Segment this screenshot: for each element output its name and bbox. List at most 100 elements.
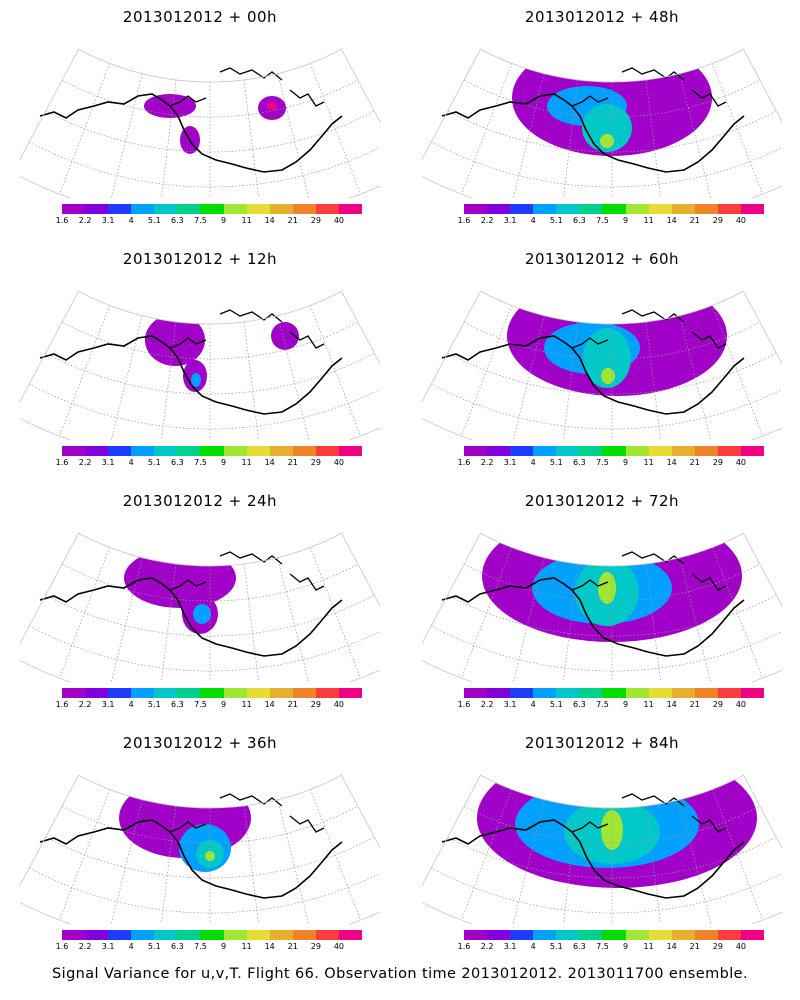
colorbar-labels: 1.6 2.2 3.1 4 5.1 6.3 7.5 9 11 14 21 29 40 [458,458,764,470]
colorbar-tick-label: 4 [530,458,536,467]
colorbar-swatch [740,204,765,214]
colorbar-swatch [602,446,626,456]
arctic-islands [169,67,325,107]
graticule [29,547,380,682]
graticule [431,789,782,924]
colorbar-swatch [62,446,86,456]
colorbar-swatch [533,930,557,940]
panel-title: 2013012012 + 12h [122,250,278,268]
colorbar-tick-label: 29 [712,458,723,467]
colorbar-swatch [510,930,534,940]
colorbar-swatch [177,204,201,214]
colorbar-swatch [740,688,765,698]
colorbar-swatch [108,204,132,214]
colorbar-swatch [579,446,603,456]
coastline [441,93,745,173]
colorbar-swatch [487,204,511,214]
colorbar-swatch [464,204,488,214]
panel-title: 2013012012 + 60h [524,250,680,268]
colorbar-tick-label: 11 [643,458,654,467]
colorbar-tick-label: 40 [333,942,345,951]
colorbar-swatch [338,930,363,940]
colorbar-swatch [85,930,109,940]
forecast-panel: 2013012012 + 84h 1.6 2.2 3.1 4 5.1 6.3 7.5 9 11 14… [402,732,800,976]
colorbar-swatch [510,204,534,214]
colorbar-tick-label: 5.1 [147,458,161,467]
forecast-map [422,774,782,924]
map-frame [422,290,782,440]
colorbar-tick-label: 21 [689,942,700,951]
colorbar-swatch [510,446,534,456]
colorbar-tick-label: 6.3 [573,216,586,225]
variance-contour [267,102,277,110]
colorbar-tick-label: 21 [287,216,298,225]
colorbar-tick-label: 9 [220,942,227,951]
colorbar-swatch [108,930,132,940]
colorbar-tick-label: 2.2 [78,216,92,225]
graticule [29,789,380,924]
colorbar-swatch [223,204,247,214]
panel-title: 2013012012 + 36h [122,734,278,752]
colorbar-swatch [338,204,363,214]
colorbar-tick-label: 6.3 [171,942,184,951]
colorbar [62,204,363,214]
colorbar-tick-label: 2.2 [480,700,494,709]
colorbar-tick-label: 1.6 [55,700,69,709]
colorbar-swatch [246,446,270,456]
colorbar-swatch [85,204,109,214]
colorbar-swatch [177,688,201,698]
forecast-map [422,290,782,440]
colorbar-swatch [717,446,741,456]
colorbar-swatch [533,204,557,214]
colorbar-tick-label: 3.1 [503,458,517,467]
colorbar-swatch [154,688,178,698]
variance-contour [582,104,632,152]
colorbar-tick-label: 1.6 [457,216,471,225]
colorbar-tick-label: 29 [310,700,321,709]
colorbar-swatch [602,930,626,940]
map-frame [422,48,782,198]
colorbar-tick-label: 14 [666,458,677,467]
colorbar-swatch [579,930,603,940]
colorbar-tick-label: 11 [643,700,654,709]
arctic-islands [169,551,325,591]
colorbar-tick-label: 21 [689,700,700,709]
colorbar-tick-label: 9 [622,458,629,467]
colorbar-tick-label: 9 [622,942,629,951]
colorbar-labels: 1.6 2.2 3.1 4 5.1 6.3 7.5 9 11 14 21 29 40 [56,942,362,954]
forecast-panel: 2013012012 + 36h 1.6 2.2 3.1 4 5.1 6.3 7.5 9 11 14… [0,732,400,976]
variance-field [145,314,299,392]
map-frame [20,48,380,198]
colorbar-swatch [315,930,339,940]
forecast-map [20,290,380,440]
map-frame [422,774,782,924]
colorbar-swatch [717,930,741,940]
colorbar-tick-label: 7.5 [596,700,609,709]
colorbar-swatch [269,688,293,698]
arctic-islands [571,551,727,591]
colorbar-swatch [154,204,178,214]
colorbar-swatch [533,446,557,456]
graticule [431,547,782,682]
variance-contour [145,314,205,366]
colorbar-tick-label: 11 [241,216,252,225]
colorbar-tick-label: 7.5 [194,942,207,951]
colorbar-swatch [671,446,695,456]
variance-contour [598,572,616,604]
colorbar-tick-label: 1.6 [457,700,471,709]
colorbar-swatch [579,688,603,698]
variance-field [477,775,757,888]
colorbar-tick-label: 3.1 [503,700,517,709]
colorbar [62,930,363,940]
colorbar-tick-label: 7.5 [194,700,207,709]
colorbar [62,446,363,456]
coastline [441,335,745,415]
forecast-panel: 2013012012 + 24h 1.6 2.2 3.1 4 5.1 6.3 7.5 9 11 14… [0,490,400,734]
colorbar-tick-label: 4 [530,942,536,951]
map-frame [20,290,380,440]
colorbar-tick-label: 4 [530,216,536,225]
coastline [39,819,343,899]
colorbar-tick-label: 5.1 [147,216,161,225]
colorbar-swatch [200,688,224,698]
colorbar-swatch [62,688,86,698]
